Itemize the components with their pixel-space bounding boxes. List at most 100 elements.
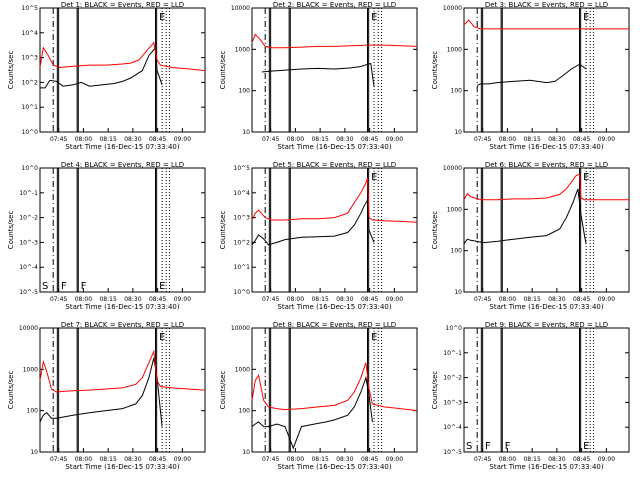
x-tick-label: 07:45 <box>474 296 491 303</box>
panel-title: Det 5: BLACK = Events, RED = LLD <box>273 161 396 169</box>
plot-frame <box>39 167 206 293</box>
plot-frame <box>251 167 418 293</box>
y-tick-label: 10000 <box>443 5 462 12</box>
x-tick-label: 08:00 <box>75 456 92 463</box>
plot-frame <box>39 327 206 453</box>
panel-title: Det 3: BLACK = Events, RED = LLD <box>485 1 608 9</box>
x-tick-label: 08:45 <box>573 136 590 143</box>
y-tick-label: 100 <box>239 88 251 95</box>
x-tick-label: 09:00 <box>386 136 403 143</box>
x-tick-label: 08:15 <box>311 136 328 143</box>
x-tick-label: 09:00 <box>386 456 403 463</box>
y-tick-label: 10^-1 <box>19 190 38 197</box>
y-axis-label: Counts/sec <box>431 51 439 90</box>
y-tick-label: 10^2 <box>22 79 39 86</box>
y-tick-label: 10^-2 <box>19 215 38 222</box>
y-tick-label: 10000 <box>19 325 38 332</box>
y-tick-label: 1000 <box>23 366 38 373</box>
y-axis-label: Counts/sec <box>219 371 227 410</box>
y-tick-label: 10 <box>454 289 462 296</box>
y-tick-label: 10 <box>30 449 38 456</box>
panel-title: Det 6: BLACK = Events, RED = LLD <box>485 161 608 169</box>
x-tick-label: 07:45 <box>262 456 279 463</box>
x-tick-label: 08:15 <box>523 296 540 303</box>
series-events-line <box>251 375 373 450</box>
x-tick-label: 08:45 <box>149 456 166 463</box>
segment-letter: E <box>159 12 165 23</box>
segment-letter: E <box>371 332 377 343</box>
series-lld-line <box>39 41 206 72</box>
x-tick-label: 09:00 <box>598 136 615 143</box>
x-tick-label: 08:30 <box>548 136 565 143</box>
y-tick-label: 10^-5 <box>19 289 38 296</box>
series-events-line <box>476 63 587 86</box>
panel-det-7: Det 7: BLACK = Events, RED = LLD 10 100 100… <box>7 321 206 471</box>
x-tick-label: 07:45 <box>50 456 67 463</box>
segment-letter: E <box>159 281 165 292</box>
y-tick-label: 10^-3 <box>19 239 38 246</box>
y-tick-label: 1000 <box>235 366 250 373</box>
y-axis-label: Counts/sec <box>219 211 227 250</box>
x-tick-label: 09:00 <box>598 296 615 303</box>
series-lld-line <box>39 349 206 393</box>
x-tick-label: 08:30 <box>336 296 353 303</box>
x-axis-label: Start Time (16-Dec-15 07:33:40) <box>65 463 179 471</box>
segment-letter: E <box>583 12 589 23</box>
panel-title: Det 8: BLACK = Events, RED = LLD <box>273 321 396 329</box>
y-axis-label: Counts/sec <box>431 211 439 250</box>
panel-det-5: Det 5: BLACK = Events, RED = LLD 10^0 10^1… <box>219 161 418 311</box>
y-tick-label: 1000 <box>447 46 462 53</box>
y-axis-label: Counts/sec <box>7 51 15 90</box>
x-tick-label: 07:45 <box>262 296 279 303</box>
series-lld-line <box>251 33 418 49</box>
series-events-line <box>251 198 375 246</box>
x-tick-label: 08:15 <box>311 456 328 463</box>
x-tick-label: 08:45 <box>361 456 378 463</box>
x-tick-label: 08:45 <box>361 296 378 303</box>
x-axis-label: Start Time (16-Dec-15 07:33:40) <box>65 303 179 311</box>
x-tick-label: 09:00 <box>598 456 615 463</box>
x-tick-label: 08:30 <box>124 456 141 463</box>
x-tick-label: 08:15 <box>523 136 540 143</box>
y-tick-label: 10^-4 <box>443 424 462 431</box>
panel-det-9: Det 9: BLACK = Events, RED = LLD 10^-5 10^… <box>431 321 630 471</box>
x-tick-label: 09:00 <box>174 136 191 143</box>
x-tick-label: 08:15 <box>99 456 116 463</box>
y-tick-label: 10^0 <box>22 165 39 172</box>
y-tick-label: 10^5 <box>22 5 39 12</box>
y-tick-label: 1000 <box>235 46 250 53</box>
y-axis-label: Counts/sec <box>7 371 15 410</box>
panel-title: Det 2: BLACK = Events, RED = LLD <box>273 1 396 9</box>
series-lld-line <box>463 173 629 201</box>
y-tick-label: 10^5 <box>234 165 251 172</box>
panel-title: Det 4: BLACK = Events, RED = LLD <box>61 161 184 169</box>
segment-letter: E <box>371 172 377 183</box>
x-tick-label: 07:45 <box>262 136 279 143</box>
y-tick-label: 10 <box>242 449 250 456</box>
x-axis-label: Start Time (16-Dec-15 07:33:40) <box>277 463 391 471</box>
x-tick-label: 08:45 <box>573 296 590 303</box>
plot-frame <box>463 167 630 293</box>
segment-letter: E <box>583 172 589 183</box>
x-tick-label: 09:00 <box>174 296 191 303</box>
panel-title: Det 9: BLACK = Events, RED = LLD <box>485 321 608 329</box>
x-tick-label: 08:00 <box>75 136 92 143</box>
x-axis-label: Start Time (16-Dec-15 07:33:40) <box>65 143 179 151</box>
y-tick-label: 10 <box>242 129 250 136</box>
x-tick-label: 08:00 <box>499 136 516 143</box>
y-tick-label: 10^3 <box>234 215 251 222</box>
y-tick-label: 10^-3 <box>443 399 462 406</box>
y-tick-label: 10^4 <box>22 30 39 37</box>
segment-letter: F <box>485 441 491 452</box>
x-tick-label: 08:00 <box>287 456 304 463</box>
y-tick-label: 100 <box>451 248 463 255</box>
segment-letter: F <box>61 281 67 292</box>
y-tick-label: 10^-2 <box>443 375 462 382</box>
panel-title: Det 1: BLACK = Events, RED = LLD <box>61 1 184 9</box>
x-tick-label: 08:00 <box>287 136 304 143</box>
series-lld-line <box>251 362 418 412</box>
plot-frame <box>463 7 630 133</box>
x-axis-label: Start Time (16-Dec-15 07:33:40) <box>489 143 603 151</box>
series-lld-line <box>251 177 418 223</box>
x-tick-label: 09:00 <box>386 296 403 303</box>
